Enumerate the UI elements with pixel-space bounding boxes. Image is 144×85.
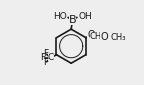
Text: CH₂: CH₂ xyxy=(90,32,105,41)
Text: F: F xyxy=(43,58,48,67)
Text: F: F xyxy=(43,49,48,58)
Text: O: O xyxy=(87,30,95,40)
Text: CH₃: CH₃ xyxy=(111,33,126,42)
Text: O: O xyxy=(100,32,108,42)
Text: HO: HO xyxy=(53,12,67,21)
Text: F: F xyxy=(40,53,46,62)
Text: OH: OH xyxy=(78,12,92,21)
Text: B: B xyxy=(69,15,76,25)
Text: C: C xyxy=(48,53,54,62)
